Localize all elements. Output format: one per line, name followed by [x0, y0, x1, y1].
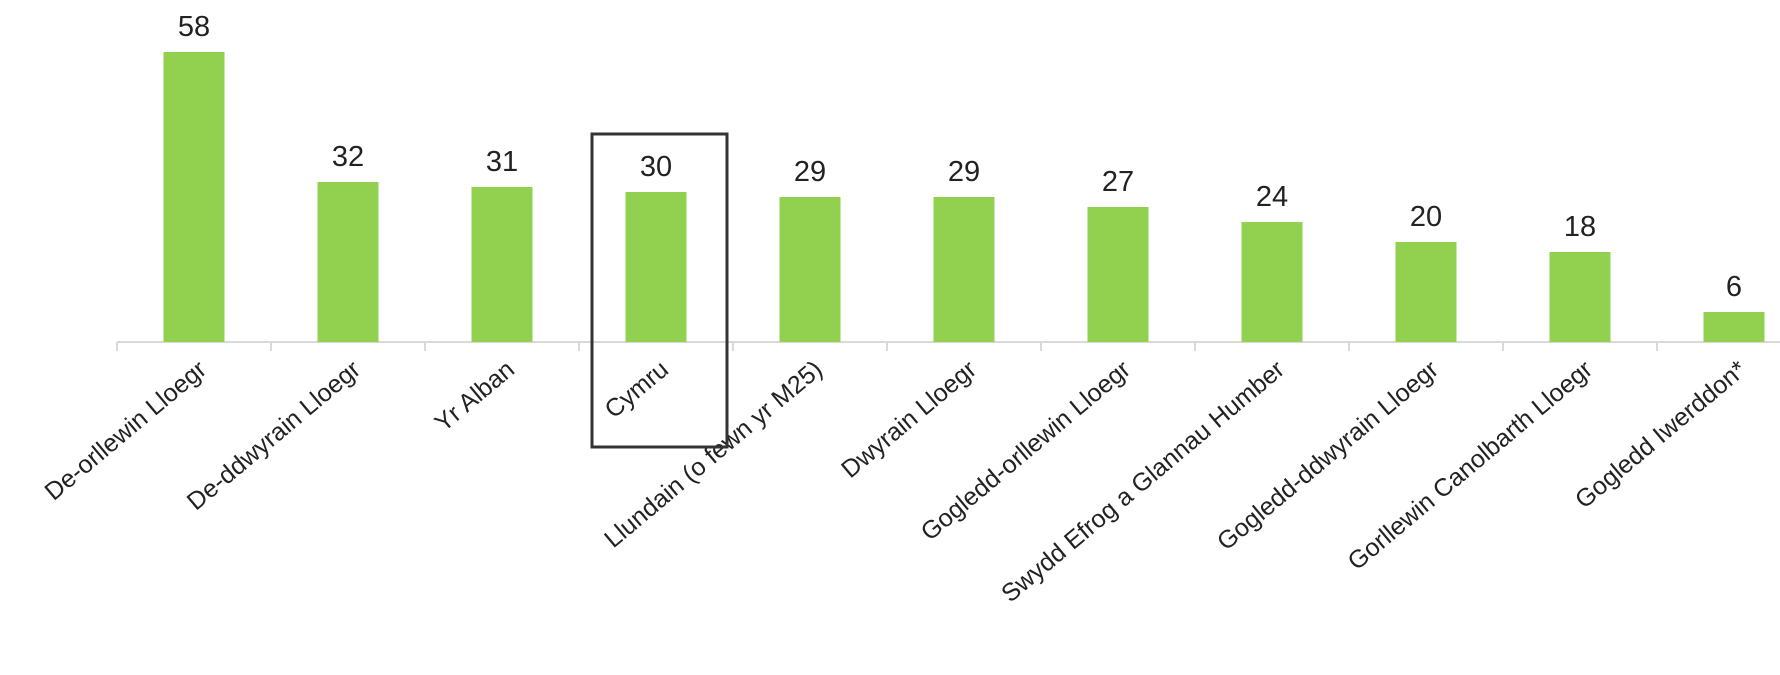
data-label-de-ddwyrain-lloegr: 32: [332, 141, 364, 173]
category-label-dwyrain-lloegr: Dwyrain Lloegr: [836, 355, 982, 484]
category-label-swydd-efrog-a-glannau-humber: Swydd Efrog a Glannau Humber: [996, 355, 1290, 608]
bar-dwyrain-lloegr: [933, 197, 995, 342]
bar-gorllewin-canolbarth-lloegr: [1549, 252, 1611, 342]
data-label-gogledd-ddwyrain-lloegr: 20: [1410, 201, 1442, 233]
data-label-swydd-efrog-a-glannau-humber: 24: [1256, 181, 1288, 213]
highlight-box-cymru: [590, 132, 729, 449]
bars-group: [163, 52, 1765, 342]
bar-gogledd-iwerddon: [1703, 312, 1765, 342]
bar-swydd-efrog-a-glannau-humber: [1241, 222, 1303, 342]
bar-gogledd-orllewin-lloegr: [1087, 207, 1149, 342]
data-label-gorllewin-canolbarth-lloegr: 18: [1564, 211, 1596, 243]
bar-cymru: [625, 192, 687, 342]
category-label-de-orllewin-lloegr: De-orllewin Lloegr: [40, 355, 212, 506]
category-label-gorllewin-canolbarth-lloegr: Gorllewin Canolbarth Lloegr: [1342, 355, 1597, 576]
data-label-de-orllewin-lloegr: 58: [178, 11, 210, 43]
bar-gogledd-ddwyrain-lloegr: [1395, 242, 1457, 342]
data-label-cymru: 30: [640, 151, 672, 183]
category-label-yr-alban: Yr Alban: [429, 355, 519, 437]
category-label-cymru: Cymru: [599, 355, 673, 424]
category-label-gogledd-iwerddon: Gogledd Iwerddon*: [1570, 355, 1752, 514]
bar-de-orllewin-lloegr: [163, 52, 225, 342]
bar-de-ddwyrain-lloegr: [317, 182, 379, 342]
bar-yr-alban: [471, 187, 533, 342]
x-axis-ticks: [116, 342, 1658, 351]
bar-llundain-o-fewn-yr-m25: [779, 197, 841, 342]
data-labels-group: 58 32 31 30 29 29 27 24 20 18 6: [178, 11, 1742, 303]
data-label-dwyrain-lloegr: 29: [948, 156, 980, 188]
data-label-yr-alban: 31: [486, 146, 518, 178]
data-label-gogledd-orllewin-lloegr: 27: [1102, 166, 1134, 198]
data-label-llundain-o-fewn-yr-m25: 29: [794, 156, 826, 188]
data-label-gogledd-iwerddon: 6: [1726, 271, 1742, 303]
category-label-de-ddwyrain-lloegr: De-ddwyrain Lloegr: [182, 355, 366, 516]
